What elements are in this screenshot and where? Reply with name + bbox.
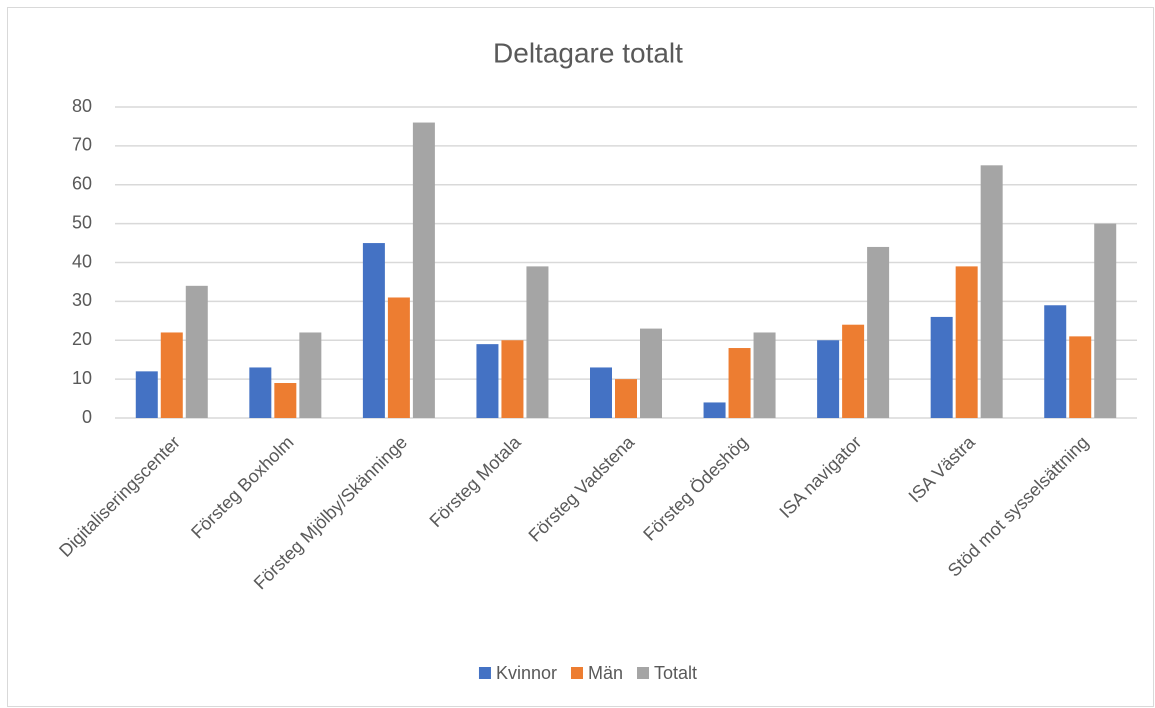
bar xyxy=(160,332,183,418)
bar xyxy=(817,340,840,418)
bar xyxy=(728,348,751,418)
bar xyxy=(640,328,662,418)
y-tick-label: 0 xyxy=(82,407,92,427)
bar xyxy=(135,371,158,418)
bar xyxy=(753,332,776,418)
legend-label: Totalt xyxy=(654,663,697,683)
bar xyxy=(703,402,726,418)
bar xyxy=(299,332,322,418)
y-tick-label: 30 xyxy=(72,290,92,310)
bar xyxy=(930,316,953,418)
y-tick-label: 80 xyxy=(72,96,92,116)
y-tick-label: 10 xyxy=(72,368,92,388)
bar xyxy=(1044,305,1067,418)
bar xyxy=(249,367,272,418)
bar xyxy=(980,165,1003,418)
legend-swatch xyxy=(478,667,491,679)
bar xyxy=(387,297,410,418)
bar xyxy=(412,122,435,419)
y-tick-label: 60 xyxy=(72,174,92,194)
chart-title: Deltagare totalt xyxy=(493,37,683,68)
y-tick-label: 20 xyxy=(72,329,92,349)
bar xyxy=(590,367,612,418)
y-tick-label: 70 xyxy=(72,135,92,155)
y-tick-label: 40 xyxy=(72,251,92,271)
legend-label: Kvinnor xyxy=(496,663,557,683)
bar xyxy=(185,285,208,418)
bar xyxy=(615,379,637,418)
legend-swatch xyxy=(570,667,583,679)
legend-swatch xyxy=(637,667,650,679)
y-tick-label: 50 xyxy=(72,212,92,232)
bar xyxy=(955,266,978,418)
bar xyxy=(842,324,865,418)
bar xyxy=(274,383,297,418)
bar xyxy=(501,340,524,418)
bar xyxy=(1094,223,1117,418)
bar xyxy=(867,246,890,418)
bar xyxy=(362,243,385,418)
bar xyxy=(476,344,499,418)
legend-label: Män xyxy=(588,663,623,683)
bar xyxy=(526,266,549,418)
bar xyxy=(1069,336,1092,418)
